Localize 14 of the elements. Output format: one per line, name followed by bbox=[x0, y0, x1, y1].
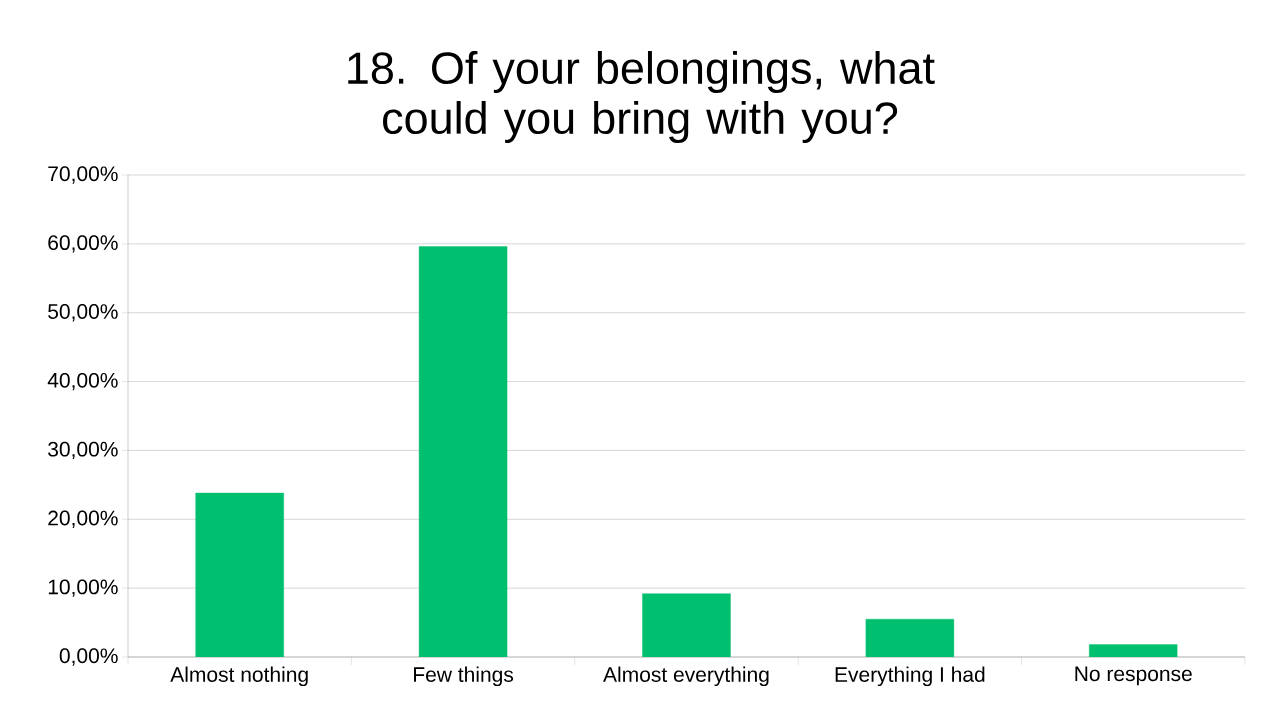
y-tick-label: 30,00% bbox=[48, 441, 118, 460]
y-tick-label: 70,00% bbox=[48, 166, 118, 184]
x-tick-label: Almost nothing bbox=[170, 666, 308, 687]
chart-title: 18. Of your belongings, what could you bring with you? bbox=[348, 51, 935, 143]
y-tick-label: 20,00% bbox=[48, 510, 118, 528]
y-tick-label: 0,00% bbox=[59, 648, 118, 666]
x-tick-label: No response bbox=[1075, 666, 1192, 686]
y-tick-label: 10,00% bbox=[48, 579, 118, 597]
y-tick-label: 40,00% bbox=[47, 372, 118, 391]
x-tick-label: Few things bbox=[414, 666, 514, 687]
x-tick-label: Almost everything bbox=[603, 666, 769, 687]
y-tick-label: 50,00% bbox=[48, 304, 118, 322]
y-tick-label: 60,00% bbox=[48, 235, 118, 253]
x-tick-label: Everything I had bbox=[835, 666, 985, 687]
